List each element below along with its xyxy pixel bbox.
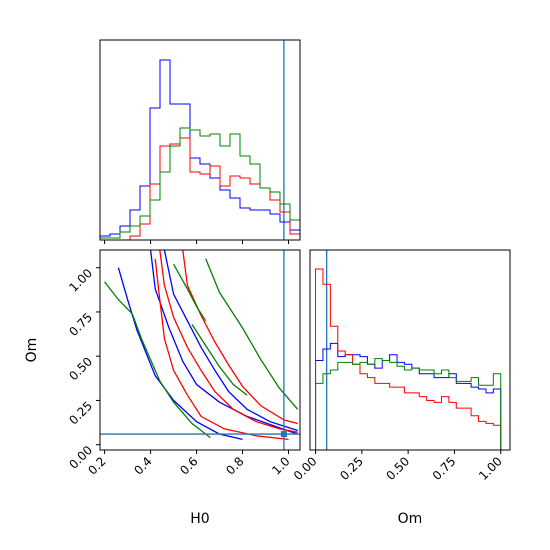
contour-2-3 — [173, 263, 207, 322]
contour-1-2 — [154, 258, 289, 441]
h0-histogram-frame — [99, 39, 301, 241]
om-x-tick-label-0: 0.00 — [291, 454, 320, 483]
om-histogram-series-2 — [315, 358, 502, 450]
om-x-tick-label-4: 1.00 — [476, 454, 505, 483]
contour-0-2 — [117, 267, 243, 441]
histogram-series-2 — [99, 127, 301, 240]
om-x-tick-label-2: 0.50 — [383, 454, 412, 483]
om-histogram-panel — [315, 250, 502, 450]
x-axis-label-om: Om — [398, 511, 423, 527]
om-x-tick-label-1: 0.25 — [337, 454, 366, 483]
om-histogram-series-1 — [315, 268, 502, 450]
x-axis-label-h0: H0 — [190, 511, 209, 527]
contour-x-tick-label-3: 0.8 — [223, 454, 246, 477]
y-axis-label-om: Om — [24, 338, 40, 363]
om-histogram-series-0 — [315, 342, 502, 450]
contour-x-tick-label-2: 0.6 — [177, 454, 200, 477]
contour-x-tick-label-4: 1.0 — [269, 454, 292, 477]
contour-1-1 — [159, 250, 298, 433]
contour-2-1 — [104, 281, 211, 439]
om-x-tick-label-3: 0.75 — [430, 454, 459, 483]
truth-marker — [280, 431, 287, 438]
contour-2-2 — [191, 323, 248, 396]
contour-y-tick-label-2: 0.50 — [66, 354, 95, 383]
contour-frame — [99, 249, 301, 451]
contour-y-tick-label-1: 0.25 — [66, 399, 95, 428]
contour-2-0 — [205, 258, 299, 410]
contour-x-tick-label-1: 0.4 — [131, 454, 154, 477]
contour-1-0 — [182, 250, 298, 425]
contour-0-0 — [163, 250, 298, 432]
contour-0-1 — [149, 250, 298, 435]
contour-panel — [100, 250, 300, 450]
contour-y-tick-label-4: 1.00 — [66, 266, 95, 295]
h0-histogram-panel — [99, 39, 301, 244]
histogram-series-1 — [100, 137, 301, 241]
histogram-series-0 — [99, 59, 301, 240]
om-histogram-frame — [309, 249, 511, 451]
contour-y-tick-label-3: 0.75 — [66, 310, 95, 339]
